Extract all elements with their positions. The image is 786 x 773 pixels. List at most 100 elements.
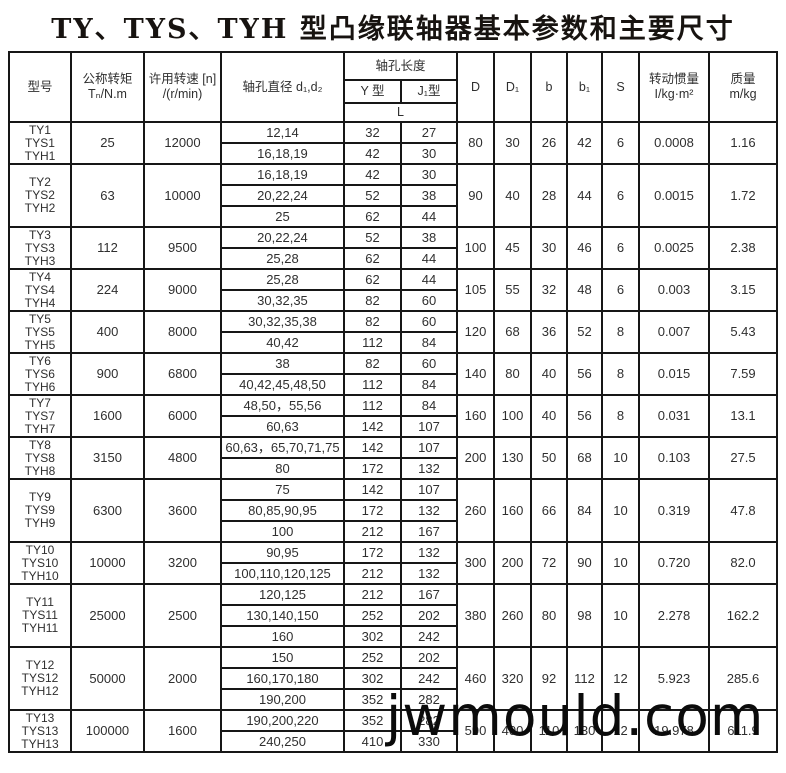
y-length-cell: 302	[342, 667, 402, 690]
mass-cell: 27.5	[708, 436, 778, 480]
table-row: TY12 TYS12 TYH12 50000 2000 150 252 202 460 320…	[7, 646, 778, 711]
col-header-inertia: 转动惯量 I/kg·m²	[638, 51, 710, 123]
bore-diameter-cell: 25	[219, 205, 345, 228]
j1-length-cell: 242	[399, 625, 459, 648]
j1-length-cell: 202	[399, 646, 459, 669]
table-row: TY5 TYS5 TYH5 400 8000 30,32,35,38 82 60 120 68…	[7, 310, 778, 354]
col-header-D: D	[456, 51, 495, 123]
j1-length-cell: 282	[399, 688, 459, 711]
table-row: TY9 TYS9 TYH9 6300 3600 75 142 107 260 160 66 84 1…	[7, 478, 778, 543]
bore-diameter-cell: 20,22,24	[219, 184, 345, 207]
j1-length-cell: 44	[399, 205, 459, 228]
j1-length-cell: 60	[399, 289, 459, 312]
speed-cell: 1600	[142, 709, 222, 753]
torque-cell: 900	[69, 352, 145, 396]
bore-diameter-cell: 80	[219, 457, 345, 480]
j1-length-cell: 60	[399, 352, 459, 375]
b-cell: 32	[530, 268, 568, 312]
speed-cell: 3200	[142, 541, 222, 585]
y-length-cell: 112	[342, 373, 402, 396]
torque-cell: 400	[69, 310, 145, 354]
j1-length-cell: 84	[399, 373, 459, 396]
b-cell: 28	[530, 163, 568, 228]
bore-diameter-cell: 16,18,19	[219, 142, 345, 165]
col-header-bore-diameter: 轴孔直径 d₁,d₂	[219, 51, 345, 123]
col-header-D1: D₁	[493, 51, 532, 123]
mass-cell: 7.59	[708, 352, 778, 396]
model-cell: TY4 TYS4 TYH4	[7, 268, 72, 312]
y-length-cell: 142	[342, 436, 402, 459]
col-header-model: 型号	[7, 51, 72, 123]
d-cell: 260	[456, 478, 495, 543]
bore-diameter-cell: 160	[219, 625, 345, 648]
bore-diameter-cell: 16,18,19	[219, 163, 345, 186]
table-row: 160,170,180 302 242	[9, 667, 777, 690]
mass-cell: 285.6	[708, 646, 778, 711]
bore-diameter-cell: 25,28	[219, 268, 345, 291]
d-cell: 590	[456, 709, 495, 753]
d-cell: 90	[456, 163, 495, 228]
table-row: 130,140,150 252 202	[9, 604, 777, 627]
b-cell: 80	[530, 583, 568, 648]
mass-cell: 1.72	[708, 163, 778, 228]
j1-length-cell: 38	[399, 226, 459, 249]
model-cell: TY2 TYS2 TYH2	[7, 163, 72, 228]
j1-length-cell: 38	[399, 184, 459, 207]
table-row: 60,63 142 107	[9, 415, 777, 438]
s-cell: 6	[601, 121, 640, 165]
d1-cell: 40	[493, 163, 532, 228]
table-row: 100 212 167	[9, 520, 777, 543]
bore-diameter-cell: 80,85,90,95	[219, 499, 345, 522]
s-cell: 12	[601, 709, 640, 753]
inertia-cell: 0.720	[638, 541, 710, 585]
s-cell: 10	[601, 583, 640, 648]
j1-length-cell: 44	[399, 268, 459, 291]
col-header-j1-type: J₁型	[399, 79, 459, 104]
s-cell: 8	[601, 394, 640, 438]
y-length-cell: 212	[342, 583, 402, 606]
d1-cell: 160	[493, 478, 532, 543]
bore-diameter-cell: 30,32,35	[219, 289, 345, 312]
bore-diameter-cell: 190,200,220	[219, 709, 345, 732]
col-header-mass: 质量 m/kg	[708, 51, 778, 123]
mass-cell: 611.9	[708, 709, 778, 753]
d-cell: 100	[456, 226, 495, 270]
speed-cell: 6800	[142, 352, 222, 396]
y-length-cell: 42	[342, 163, 402, 186]
d1-cell: 400	[493, 709, 532, 753]
y-length-cell: 32	[342, 121, 402, 144]
mass-cell: 162.2	[708, 583, 778, 648]
s-cell: 6	[601, 226, 640, 270]
table-row: 240,250 410 330	[9, 730, 777, 753]
model-cell: TY13 TYS13 TYH13	[7, 709, 72, 753]
col-header-S: S	[601, 51, 640, 123]
j1-length-cell: 30	[399, 142, 459, 165]
y-length-cell: 352	[342, 688, 402, 711]
b1-cell: 46	[566, 226, 603, 270]
table-row: 100,110,120,125 212 132	[9, 562, 777, 585]
y-length-cell: 172	[342, 541, 402, 564]
b-cell: 30	[530, 226, 568, 270]
y-length-cell: 82	[342, 289, 402, 312]
bore-diameter-cell: 48,50，55,56	[219, 394, 345, 417]
table-row: TY2 TYS2 TYH2 63 10000 16,18,19 42 30 90 40 28 44…	[7, 163, 778, 228]
mass-cell: 2.38	[708, 226, 778, 270]
b-cell: 110	[530, 709, 568, 753]
model-cell: TY11 TYS11 TYH11	[7, 583, 72, 648]
bore-diameter-cell: 20,22,24	[219, 226, 345, 249]
d1-cell: 68	[493, 310, 532, 354]
b1-cell: 52	[566, 310, 603, 354]
inertia-cell: 19.978	[638, 709, 710, 753]
y-length-cell: 142	[342, 415, 402, 438]
inertia-cell: 0.0015	[638, 163, 710, 228]
bore-diameter-cell: 40,42,45,48,50	[219, 373, 345, 396]
j1-length-cell: 107	[399, 436, 459, 459]
mass-cell: 82.0	[708, 541, 778, 585]
d1-cell: 130	[493, 436, 532, 480]
inertia-cell: 0.003	[638, 268, 710, 312]
d-cell: 140	[456, 352, 495, 396]
bore-diameter-cell: 100	[219, 520, 345, 543]
table-row: 20,22,24 52 38	[9, 184, 777, 207]
j1-length-cell: 132	[399, 562, 459, 585]
mass-cell: 47.8	[708, 478, 778, 543]
